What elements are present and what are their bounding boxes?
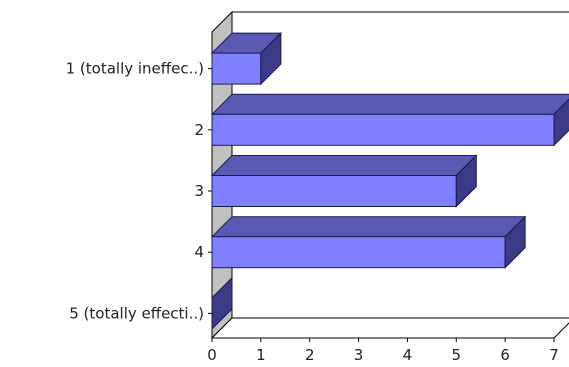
- bar: [210, 215, 527, 269]
- bar-front-face: [211, 113, 555, 146]
- category-label: 4: [194, 243, 204, 261]
- x-tick-label: 7: [549, 346, 559, 364]
- bar-top-face: [210, 93, 569, 115]
- x-tick-label: 6: [500, 346, 510, 364]
- bar-front-face: [211, 52, 262, 85]
- labels: 0 1 2 3 4 5 6 7 1 (totally ineffec..) 2 3 4 5 (total…: [66, 60, 559, 364]
- bar-side-face: [553, 98, 569, 147]
- category-label: 1 (totally ineffec..): [66, 60, 204, 78]
- bar: [210, 154, 478, 208]
- bar-side-face: [260, 31, 282, 86]
- back-plane-outline: [232, 11, 569, 13]
- bar: [210, 93, 569, 147]
- category-label: 3: [194, 182, 204, 200]
- bar-side-face: [211, 276, 233, 331]
- x-tick-label: 2: [305, 346, 315, 364]
- bar: [210, 31, 283, 86]
- bar-side-face: [504, 215, 526, 269]
- category-label: 5 (totally effecti..): [69, 304, 204, 322]
- x-tick-label: 0: [207, 346, 217, 364]
- bar-top-face: [210, 155, 478, 176]
- bar-front-face: [211, 236, 506, 269]
- bar: [211, 276, 233, 331]
- bar-side-face: [455, 154, 477, 208]
- bar-front-face: [211, 175, 457, 207]
- x-tick-label: 5: [452, 346, 462, 364]
- bar-top-face: [210, 216, 527, 238]
- bars: [210, 31, 569, 331]
- floor: [210, 317, 569, 339]
- x-tick-label: 3: [354, 346, 364, 364]
- x-tick-label: 4: [403, 346, 413, 364]
- x-tick-label: 1: [256, 346, 266, 364]
- category-label: 2: [194, 121, 204, 139]
